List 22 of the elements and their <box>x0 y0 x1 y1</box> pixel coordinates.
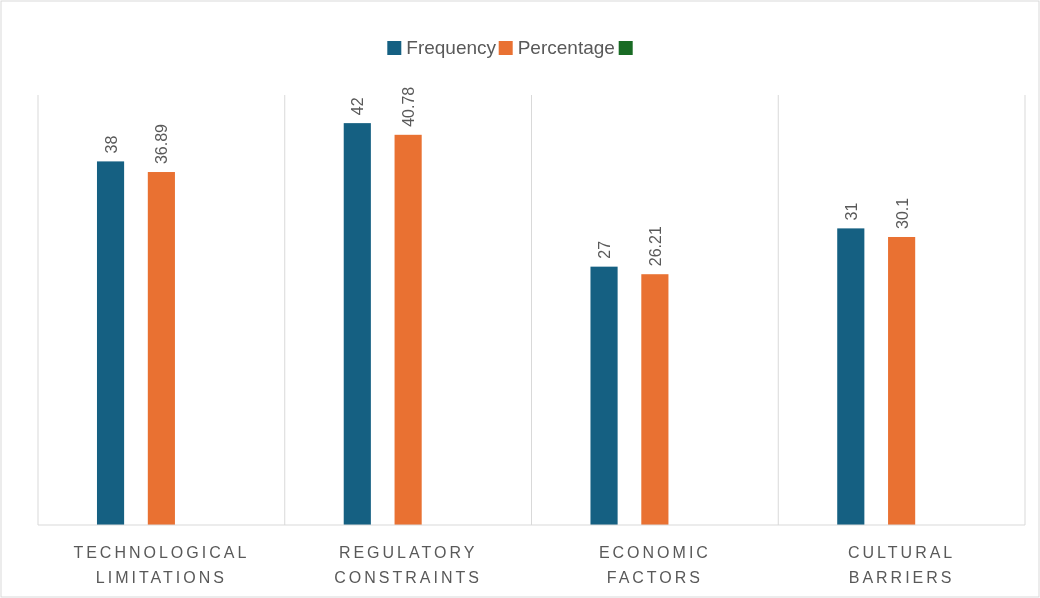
data-label: 38 <box>102 135 120 154</box>
data-label: 40.78 <box>400 86 418 127</box>
x-tick-label: ECONOMIC FACTORS <box>598 544 711 586</box>
bar <box>641 274 669 525</box>
data-label: 26.21 <box>646 226 664 267</box>
x-tick-label: TECHNOLOGICAL LIMITATIONS <box>73 544 250 586</box>
data-label: 36.89 <box>153 123 171 165</box>
data-label: 27 <box>596 240 614 259</box>
data-label: 31 <box>842 202 860 221</box>
bar <box>888 236 916 525</box>
legend-label: Percentage <box>517 37 615 58</box>
legend-label: Frequency <box>406 37 497 58</box>
x-tick-label: CULTURAL BARRIERS <box>847 544 956 586</box>
bar <box>590 266 618 525</box>
data-label: 30.1 <box>893 197 911 229</box>
bar <box>343 123 371 525</box>
data-label: 42 <box>349 97 367 116</box>
bar <box>837 228 865 525</box>
x-tick-label: REGULATORY CONSTRAINTS <box>334 544 482 586</box>
bar <box>394 134 422 525</box>
bar <box>96 161 125 525</box>
bar <box>147 172 175 525</box>
